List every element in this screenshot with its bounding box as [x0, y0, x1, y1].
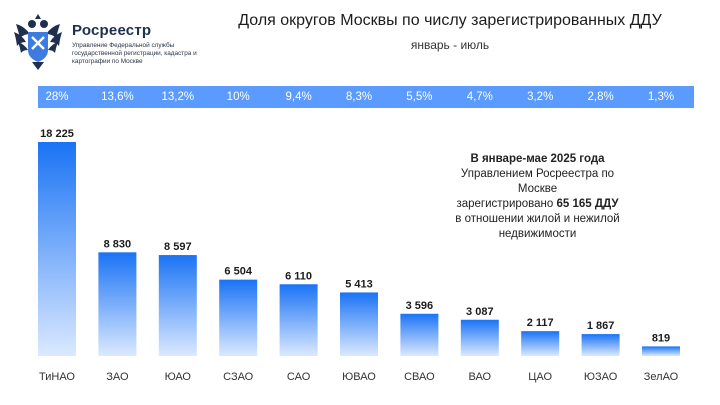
chart-title: Доля округов Москвы по числу зарегистрир… [238, 12, 662, 29]
category-label: ЗАО [106, 371, 129, 383]
bar-4 [219, 279, 258, 356]
bar-8 [460, 319, 499, 356]
bar-value-label: 8 830 [104, 238, 132, 250]
note-line: Управлением Росреестра по Москве [460, 168, 615, 195]
category-label: САО [287, 371, 311, 383]
logo-subtitle: Управление Федеральной службы государств… [72, 42, 197, 65]
logo-name: Росреестр [72, 22, 152, 39]
rosreestr-logo: Росреестр Управление Федеральной службы … [10, 10, 210, 74]
bar-3 [158, 255, 197, 356]
bar-1 [38, 142, 76, 356]
bar-value-label: 5 413 [345, 278, 373, 290]
chart-subtitle: январь - июль [410, 38, 490, 52]
share-label: 8,3% [345, 91, 373, 103]
category-label: ЮЗАО [584, 371, 618, 383]
bar-value-label: 6 110 [285, 270, 312, 282]
share-label: 28% [45, 91, 69, 103]
category-label: СВАО [404, 371, 435, 383]
share-label: 2,8% [587, 91, 614, 103]
category-label: ЗелАО [644, 371, 679, 383]
category-label: ВАО [468, 371, 491, 383]
share-label: 13,2% [161, 91, 195, 103]
category-label: ЦАО [528, 371, 552, 383]
category-label: ЮВАО [342, 371, 376, 383]
bar-value-label: 3 087 [466, 306, 494, 318]
bar-10 [581, 334, 620, 356]
share-label: 10% [226, 91, 250, 103]
bar-2 [98, 252, 137, 356]
share-label: 1,3% [647, 91, 675, 103]
share-label: 3,2% [527, 91, 554, 103]
note-title: В январе-мае 2025 года [470, 153, 605, 165]
bar-value-label: 1 867 [587, 320, 615, 332]
eagle-emblem-icon [14, 14, 62, 70]
share-label: 4,7% [466, 91, 493, 103]
bar-7 [400, 313, 439, 356]
category-label: ТиНАО [39, 371, 75, 383]
bar-6 [340, 292, 378, 356]
note-line: недвижимости [498, 228, 577, 240]
bar-5 [279, 284, 318, 356]
bar-value-label: 819 [652, 332, 670, 344]
note-line: зарегистрировано 65 165 ДДУ [440, 197, 635, 212]
bar-9 [521, 331, 560, 356]
category-label: ЮАО [165, 371, 192, 383]
bar-value-label: 18 225 [40, 128, 74, 140]
share-label: 9,4% [285, 91, 312, 103]
info-note: В январе-мае 2025 года Управлением Росре… [440, 152, 635, 242]
note-total: 65 165 ДДУ [556, 198, 619, 210]
bar-11 [642, 346, 680, 356]
bar-chart: 18 225 ТиНАО 8 830 ЗАО 8 597 ЮАО 6 504 СЗАО 6 11… [38, 128, 680, 383]
bar-value-label: 6 504 [224, 266, 252, 278]
bar-value-label: 3 596 [406, 300, 434, 312]
bar-value-label: 2 117 [527, 317, 554, 329]
bar-value-label: 8 597 [164, 241, 192, 253]
share-label: 13,6% [101, 91, 134, 103]
category-label: СЗАО [223, 371, 254, 383]
note-text: зарегистрировано [456, 198, 557, 210]
note-line: в отношении жилой и нежилой [455, 213, 620, 225]
share-strip: 28% 13,6% 13,2% 10% 9,4% 8,3% 5,5% 4,7% 3,2% 2,8%… [38, 86, 694, 108]
share-label: 5,5% [406, 91, 433, 103]
